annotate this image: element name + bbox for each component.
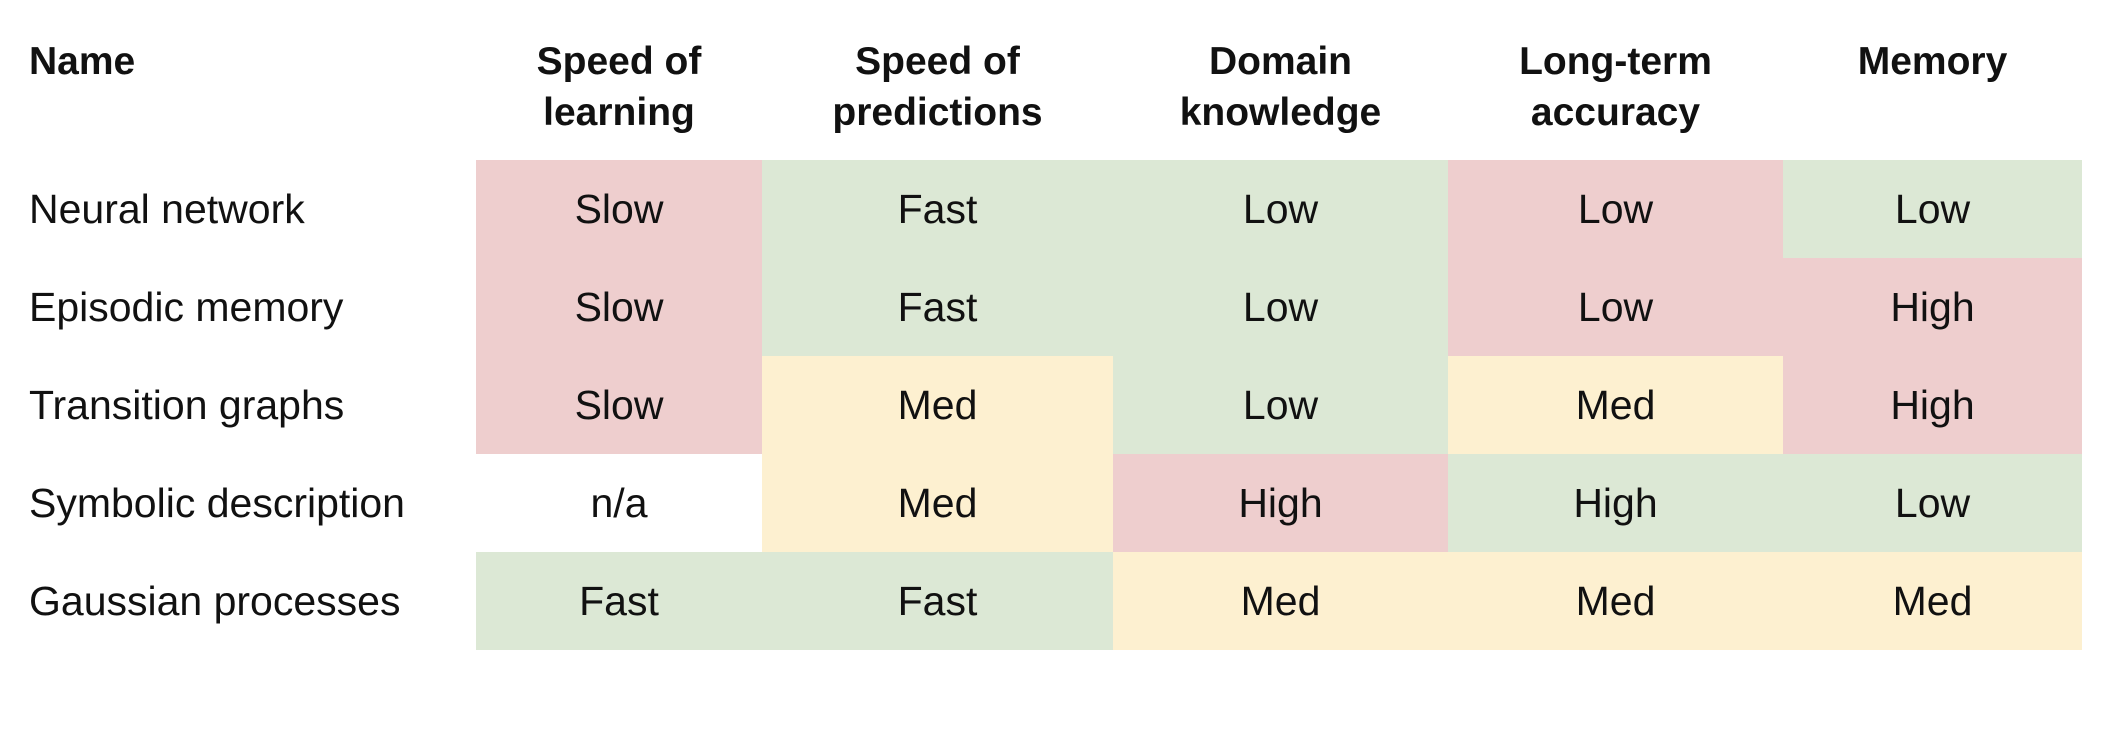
table-cell: Fast [476,552,762,650]
header-text-line: Domain [1208,40,1352,83]
row-name: Transition graphs [29,382,345,428]
table-cell: Med [762,454,1113,552]
header-long-term-accuracy: Long-term accuracy [1448,36,1783,138]
table-cell: High [1113,454,1448,552]
header-text-line: accuracy [1530,91,1701,134]
table-cell: Low [1783,454,2082,552]
table-cell: Slow [476,356,762,454]
table-row: Neural network Slow Fast Low Low Low [0,160,2082,258]
table-cell: High [1783,356,2082,454]
table-cell: Med [1448,356,1783,454]
header-text-line: Name [29,40,136,83]
table-row: Episodic memory Slow Fast Low Low High [0,258,2082,356]
table-cell: Fast [762,160,1113,258]
table-cell: Fast [762,552,1113,650]
header-speed-of-learning: Speed of learning [476,36,762,138]
table-cell: n/a [476,454,762,552]
header-name: Name [29,36,135,87]
header-domain-knowledge: Domain knowledge [1113,36,1448,138]
table-row: Transition graphs Slow Med Low Med High [0,356,2082,454]
row-name: Symbolic description [29,480,405,526]
table-cell: Low [1448,160,1783,258]
row-name: Gaussian processes [29,578,401,624]
table-cell: Low [1113,160,1448,258]
table-cell: Low [1113,258,1448,356]
header-speed-of-predictions: Speed of predictions [762,36,1113,138]
table-cell: Med [762,356,1113,454]
table-row: Symbolic description n/a Med High High Low [0,454,2082,552]
header-text-line: learning [543,91,695,134]
table-cell: High [1448,454,1783,552]
table-cell: Fast [762,258,1113,356]
table-cell: Slow [476,160,762,258]
table-cell: Med [1113,552,1448,650]
header-text-line: Speed of [536,40,702,83]
header-text-line: Speed of [855,40,1020,83]
table-cell: Low [1448,258,1783,356]
row-name: Episodic memory [29,284,344,330]
table-header-row: Name Speed of learning Speed of predictions D… [0,0,2082,160]
header-text-line: Memory [1857,40,2008,83]
header-text-line: knowledge [1179,91,1382,134]
header-memory: Memory [1783,36,2082,87]
table-cell: Med [1783,552,2082,650]
table-row: Gaussian processes Fast Fast Med Med Med [0,552,2082,650]
table-cell: Low [1783,160,2082,258]
table-cell: High [1783,258,2082,356]
table-cell: Slow [476,258,762,356]
table-cell: Low [1113,356,1448,454]
header-text-line: predictions [832,91,1043,134]
row-name: Neural network [29,186,305,232]
table-cell: Med [1448,552,1783,650]
header-text-line: Long-term [1519,40,1712,83]
